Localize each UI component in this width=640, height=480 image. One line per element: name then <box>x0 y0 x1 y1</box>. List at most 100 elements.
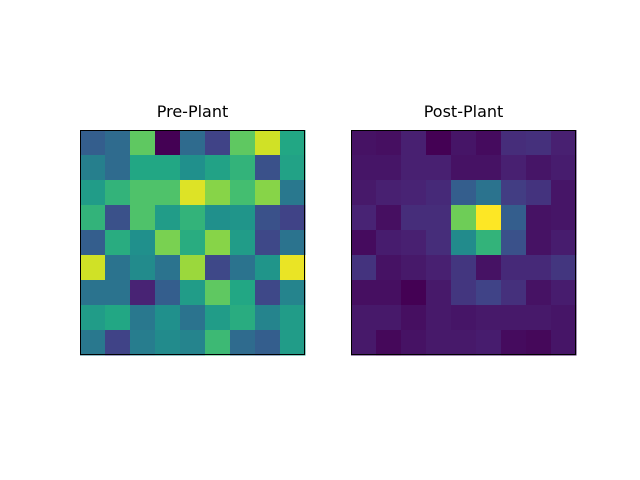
heatmap-cell <box>155 230 181 256</box>
heatmap-cell <box>130 180 156 206</box>
heatmap-cell <box>551 180 577 206</box>
heatmap-cell <box>376 330 402 356</box>
heatmap-cell <box>426 155 452 181</box>
heatmap-cell <box>526 305 552 331</box>
post-plant-panel: Post-Plant <box>351 102 577 356</box>
heatmap-cell <box>401 130 427 156</box>
heatmap-cell <box>376 305 402 331</box>
post-plant-heatmap <box>351 130 577 356</box>
heatmap-cell <box>451 230 477 256</box>
heatmap-cell <box>80 130 106 156</box>
heatmap-cell <box>526 280 552 306</box>
heatmap-cell <box>476 155 502 181</box>
heatmap-cell <box>426 255 452 281</box>
heatmap-cell <box>105 205 131 231</box>
heatmap-cell <box>401 305 427 331</box>
heatmap-cell <box>205 155 231 181</box>
heatmap-cell <box>105 255 131 281</box>
heatmap-cell <box>351 205 377 231</box>
heatmap-cell <box>255 130 281 156</box>
heatmap-cell <box>476 305 502 331</box>
heatmap-cell <box>230 180 256 206</box>
heatmap-cell <box>80 205 106 231</box>
heatmap-cell <box>230 280 256 306</box>
heatmap-cell <box>205 255 231 281</box>
heatmap-cell <box>451 180 477 206</box>
heatmap-cell <box>401 255 427 281</box>
heatmap-cell <box>351 280 377 306</box>
heatmap-cell <box>476 130 502 156</box>
heatmap-cell <box>130 330 156 356</box>
heatmap-cell <box>180 155 206 181</box>
heatmap-cell <box>551 255 577 281</box>
heatmap-cell <box>180 330 206 356</box>
heatmap-cell <box>80 180 106 206</box>
heatmap-cell <box>526 330 552 356</box>
heatmap-cell <box>401 330 427 356</box>
heatmap-cell <box>351 155 377 181</box>
heatmap-cell <box>526 155 552 181</box>
heatmap-cell <box>105 280 131 306</box>
heatmap-cell <box>551 280 577 306</box>
heatmap-cell <box>476 205 502 231</box>
heatmap-cell <box>451 205 477 231</box>
heatmap-cell <box>376 205 402 231</box>
heatmap-cell <box>280 180 306 206</box>
heatmap-cell <box>526 205 552 231</box>
heatmap-cell <box>526 230 552 256</box>
heatmap-cell <box>180 205 206 231</box>
heatmap-cell <box>280 130 306 156</box>
heatmap-cell <box>351 305 377 331</box>
heatmap-cell <box>426 180 452 206</box>
heatmap-cell <box>351 330 377 356</box>
heatmap-cell <box>105 330 131 356</box>
heatmap-cell <box>401 180 427 206</box>
heatmap-cell <box>130 305 156 331</box>
heatmap-cell <box>105 230 131 256</box>
heatmap-cell <box>130 130 156 156</box>
heatmap-cell <box>426 205 452 231</box>
heatmap-cell <box>205 330 231 356</box>
heatmap-cell <box>230 230 256 256</box>
heatmap-cell <box>205 130 231 156</box>
heatmap-cell <box>401 280 427 306</box>
heatmap-cell <box>526 180 552 206</box>
heatmap-cell <box>255 330 281 356</box>
heatmap-cell <box>451 330 477 356</box>
heatmap-cell <box>255 155 281 181</box>
pre-plant-heatmap <box>80 130 306 356</box>
heatmap-cell <box>551 305 577 331</box>
heatmap-cell <box>280 305 306 331</box>
heatmap-cell <box>526 130 552 156</box>
heatmap-cell <box>80 255 106 281</box>
heatmap-cell <box>230 155 256 181</box>
heatmap-cell <box>501 155 527 181</box>
heatmap-cell <box>501 130 527 156</box>
axes-frame <box>80 130 305 355</box>
heatmap-cell <box>426 130 452 156</box>
heatmap-cell <box>351 230 377 256</box>
heatmap-cell <box>401 155 427 181</box>
heatmap-cell <box>501 280 527 306</box>
heatmap-cell <box>551 230 577 256</box>
heatmap-cell <box>205 180 231 206</box>
heatmap-cell <box>551 155 577 181</box>
heatmap-cell <box>376 230 402 256</box>
heatmap-cell <box>476 330 502 356</box>
heatmap-cell <box>501 230 527 256</box>
heatmap-cell <box>80 280 106 306</box>
heatmap-cell <box>180 130 206 156</box>
heatmap-cell <box>351 130 377 156</box>
heatmap-cell <box>155 330 181 356</box>
heatmap-cell <box>280 155 306 181</box>
heatmap-cell <box>376 155 402 181</box>
heatmap-cell <box>80 230 106 256</box>
heatmap-cell <box>230 255 256 281</box>
heatmap-cell <box>551 205 577 231</box>
post-plant-title: Post-Plant <box>423 102 504 121</box>
heatmap-cell <box>255 255 281 281</box>
heatmap-cell <box>280 255 306 281</box>
heatmap-cell <box>230 205 256 231</box>
heatmap-cell <box>451 305 477 331</box>
heatmap-cell <box>526 255 552 281</box>
